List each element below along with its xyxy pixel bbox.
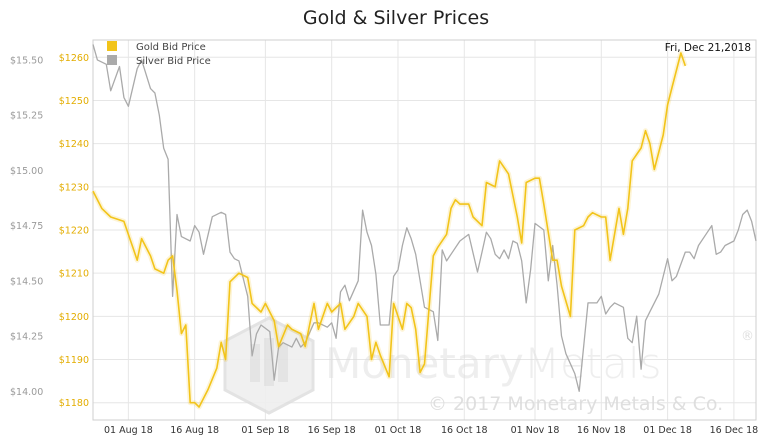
y-axis-left: $1180 $1190 $1200 $1210 $1220 $1230 $1240 $1250… [59, 53, 89, 409]
legend-swatch-silver [107, 55, 117, 65]
y-right-tick-label: $14.75 [10, 221, 43, 232]
x-tick-label: 01 Dec 18 [643, 425, 692, 436]
x-tick-label: 16 Nov 18 [577, 425, 626, 436]
y-left-tick-label: $1210 [59, 269, 89, 280]
series-layer [90, 44, 757, 410]
legend-swatch-gold [107, 41, 117, 51]
x-axis: 01 Aug 18 16 Aug 18 01 Sep 18 16 Sep 18 01 O… [104, 425, 758, 436]
watermark-logo [223, 316, 315, 415]
x-tick-label: 16 Oct 18 [441, 425, 488, 436]
y-left-tick-label: $1190 [59, 355, 89, 366]
y-left-tick-label: $1250 [59, 96, 89, 107]
x-tick-label: 16 Dec 18 [710, 425, 759, 436]
y-right-tick-label: $14.00 [10, 387, 43, 398]
chart-title: Gold & Silver Prices [303, 7, 489, 29]
x-tick-label: 01 Oct 18 [375, 425, 422, 436]
watermark-registered: ® [741, 329, 754, 344]
watermark-brand-metals: Metals [524, 339, 662, 388]
y-left-tick-label: $1240 [59, 139, 89, 150]
y-left-tick-label: $1220 [59, 226, 89, 237]
monetary-metals-watermark: MonetaryMetals ® © 2017 Monetary Metals … [223, 316, 754, 415]
x-tick-label: 01 Aug 18 [104, 425, 153, 436]
series-line-gold [92, 52, 687, 408]
chart-legend: Gold Bid Price Silver Bid Price [107, 41, 211, 67]
y-left-tick-label: $1260 [59, 53, 89, 64]
legend-label-silver: Silver Bid Price [136, 56, 211, 67]
legend-label-gold: Gold Bid Price [136, 42, 206, 53]
y-left-tick-label: $1230 [59, 182, 89, 193]
y-left-tick-label: $1180 [59, 398, 89, 409]
date-label: Fri, Dec 21,2018 [665, 42, 751, 54]
x-tick-label: 01 Nov 18 [511, 425, 560, 436]
watermark-copyright: © 2017 Monetary Metals & Co. [428, 393, 723, 415]
x-tick-label: 01 Sep 18 [241, 425, 289, 436]
y-axis-right: $14.00 $14.25 $14.50 $14.75 $15.00 $15.25 $15.… [10, 55, 43, 397]
x-tick-label: 16 Aug 18 [170, 425, 219, 436]
y-right-tick-label: $14.50 [10, 276, 43, 287]
chart-grid [93, 40, 756, 420]
x-tick-label: 16 Sep 18 [308, 425, 356, 436]
y-right-tick-label: $15.00 [10, 166, 43, 177]
y-left-tick-label: $1200 [59, 312, 89, 323]
y-right-tick-label: $14.25 [10, 332, 43, 343]
y-right-tick-label: $15.25 [10, 111, 43, 122]
svg-text:MonetaryMetals: MonetaryMetals [325, 339, 662, 388]
y-right-tick-label: $15.50 [10, 55, 43, 66]
plot-frame [92, 39, 757, 421]
